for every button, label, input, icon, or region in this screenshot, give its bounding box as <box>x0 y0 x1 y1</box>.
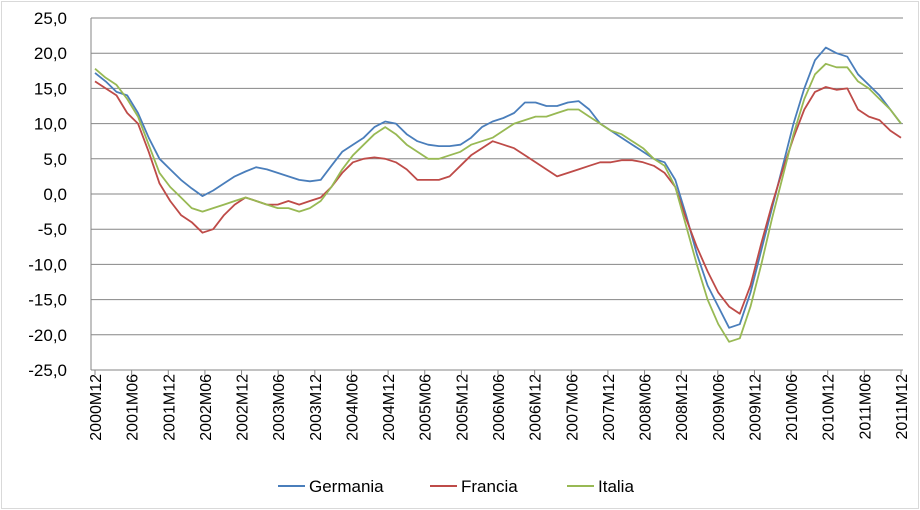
x-tick-label: 2007M06 <box>564 374 581 441</box>
x-tick-label: 2002M06 <box>198 374 215 441</box>
x-axis-ticks: 2000M12 2001M06 2001M12 2002M06 2002M12 2003M… <box>88 370 911 441</box>
y-tick-label: 0,0 <box>43 185 67 204</box>
x-tick-label: 2005M12 <box>454 374 471 441</box>
series-line-italia <box>94 62 902 343</box>
x-tick-label: 2006M06 <box>491 374 508 441</box>
x-tick-label: 2011M06 <box>857 374 874 440</box>
legend-label-italia: Italia <box>598 477 634 496</box>
x-tick-label: 2008M06 <box>638 374 655 441</box>
y-tick-label: 5,0 <box>43 150 67 169</box>
x-tick-label: 2010M12 <box>821 374 838 441</box>
legend: Germania Francia Italia <box>278 477 634 496</box>
y-tick-label: 20,0 <box>34 44 67 63</box>
x-tick-label: 2005M06 <box>418 374 435 441</box>
x-tick-label: 2001M12 <box>161 374 178 441</box>
y-tick-label: 25,0 <box>34 9 67 28</box>
series-line-francia <box>94 80 902 315</box>
y-tick-label: -25,0 <box>28 361 67 380</box>
gridlines <box>90 17 903 371</box>
y-tick-label: -5,0 <box>38 220 67 239</box>
y-tick-label: -10,0 <box>28 255 67 274</box>
y-tick-label: -15,0 <box>28 291 67 310</box>
legend-label-germania: Germania <box>309 477 384 496</box>
x-tick-label: 2002M12 <box>235 374 252 441</box>
x-tick-label: 2011M12 <box>894 374 911 440</box>
x-tick-label: 2004M12 <box>381 374 398 441</box>
x-tick-label: 2001M06 <box>125 374 142 441</box>
x-tick-label: 2009M06 <box>711 374 728 441</box>
x-tick-label: 2010M06 <box>784 374 801 441</box>
x-tick-label: 2000M12 <box>88 374 105 441</box>
x-tick-label: 2008M12 <box>674 374 691 441</box>
x-tick-label: 2009M12 <box>747 374 764 441</box>
y-tick-label: 10,0 <box>34 115 67 134</box>
series-line-germania <box>94 46 902 329</box>
y-tick-label: 15,0 <box>34 79 67 98</box>
y-axis-ticks: 25,0 20,0 15,0 10,0 5,0 0,0 -5,0 -10,0 -15,0 -20,… <box>28 9 67 380</box>
x-tick-label: 2003M12 <box>308 374 325 441</box>
x-tick-label: 2003M06 <box>271 374 288 441</box>
series-lines <box>94 46 902 343</box>
x-tick-label: 2004M06 <box>344 374 361 441</box>
x-tick-label: 2006M12 <box>528 374 545 441</box>
x-tick-label: 2007M12 <box>601 374 618 441</box>
y-tick-label: -20,0 <box>28 326 67 345</box>
legend-label-francia: Francia <box>461 477 518 496</box>
